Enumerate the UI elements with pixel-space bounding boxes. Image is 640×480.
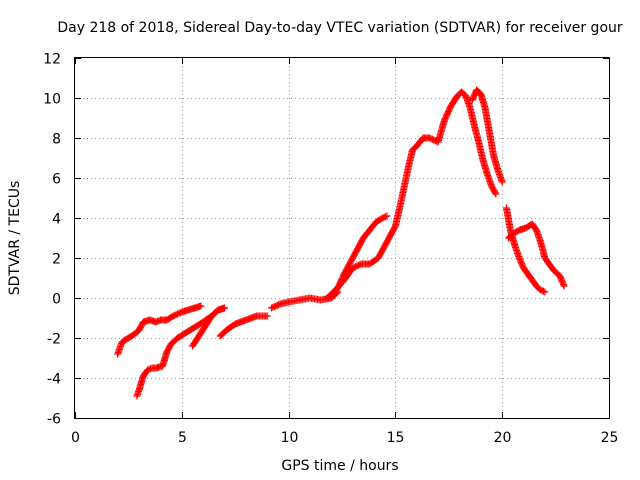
y-tick-label: 6 xyxy=(52,172,61,188)
data-series-4 xyxy=(216,312,271,340)
x-tick-label: 25 xyxy=(601,430,619,446)
x-tick-label: 10 xyxy=(281,430,299,446)
data-point xyxy=(491,189,499,197)
y-tick-label: -2 xyxy=(47,332,61,348)
x-tick-label: 0 xyxy=(71,430,80,446)
data-series-3 xyxy=(189,304,228,350)
x-tick-label: 20 xyxy=(494,430,512,446)
data-series-10 xyxy=(505,220,568,290)
y-tick-label: 10 xyxy=(43,92,61,108)
x-tick-label: 5 xyxy=(178,430,187,446)
data-series xyxy=(114,86,568,400)
data-point xyxy=(197,302,205,310)
data-series-8 xyxy=(468,86,506,186)
y-tick-label: 12 xyxy=(43,52,61,68)
y-tick-label: 8 xyxy=(52,132,61,148)
x-axis-label: GPS time / hours xyxy=(281,458,398,474)
data-point xyxy=(263,312,271,320)
data-point xyxy=(513,247,521,254)
data-point xyxy=(541,288,549,296)
data-series-1 xyxy=(114,302,205,358)
x-tick-label: 15 xyxy=(387,430,405,446)
y-tick-label: -6 xyxy=(47,412,61,428)
data-point xyxy=(498,178,506,186)
y-tick-label: -4 xyxy=(47,372,61,388)
data-point xyxy=(383,212,391,220)
grid xyxy=(75,58,609,418)
data-point xyxy=(221,304,228,312)
y-tick-label: 0 xyxy=(52,292,61,308)
x-tick-labels: 0 5 10 15 20 25 xyxy=(71,430,618,446)
data-point xyxy=(560,282,568,290)
data-point xyxy=(492,190,500,198)
y-tick-label: 2 xyxy=(52,252,61,268)
data-point xyxy=(114,350,122,358)
chart-title: Day 218 of 2018, Sidereal Day-to-day VTE… xyxy=(57,20,623,36)
axis-ticks xyxy=(75,58,610,419)
plot-frame xyxy=(74,57,610,419)
data-series-9 xyxy=(503,204,549,296)
y-axis-label: SDTVAR / TECUs xyxy=(7,181,23,296)
data-series-7 xyxy=(323,88,500,302)
data-point xyxy=(381,213,389,221)
y-tick-labels: -6 -4 -2 0 2 4 6 8 10 12 xyxy=(43,52,61,428)
y-tick-label: 4 xyxy=(52,212,61,228)
data-point xyxy=(540,287,547,295)
